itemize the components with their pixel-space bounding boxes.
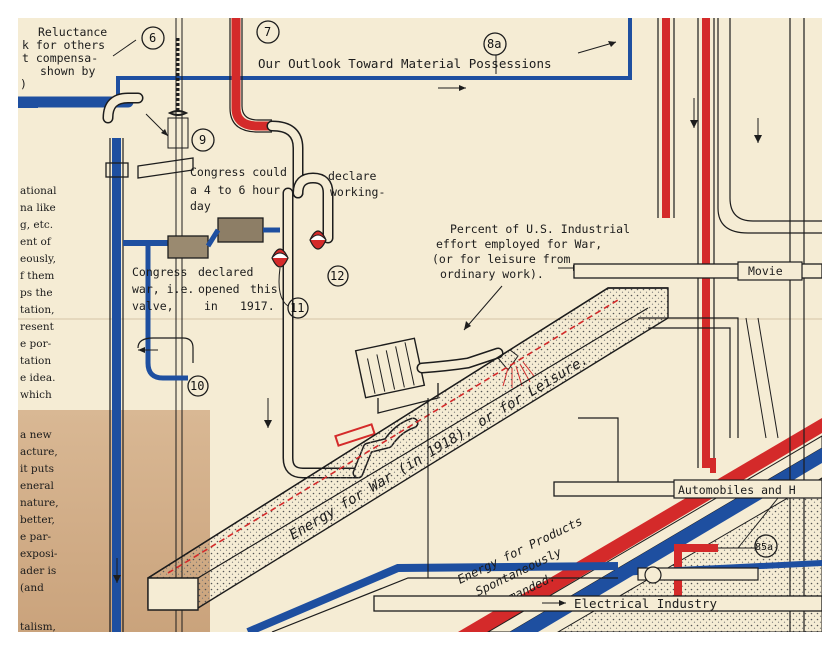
congress-could-line-2: a 4 to 6 hour	[190, 183, 280, 197]
side-line-8: tation,	[20, 304, 54, 316]
side-line-18: nature,	[20, 497, 59, 509]
reluctance-line-1: Reluctance	[38, 25, 107, 39]
spring-valve-9: 9 6	[137, 26, 215, 179]
side-text-column: ational na like g, etc. ent of eously, f…	[20, 185, 59, 632]
automobiles-pipe: Automobiles and H	[553, 479, 822, 549]
side-line-23: (and	[20, 582, 44, 594]
electrical-label: Electrical Industry	[574, 596, 717, 611]
automobiles-label: Automobiles and H	[678, 483, 796, 497]
side-line-20: e par-	[20, 531, 52, 543]
war-valve: 10	[123, 217, 280, 397]
side-line-13: which	[20, 389, 52, 401]
side-line-12: e idea.	[20, 372, 55, 384]
label-8a-circle	[483, 32, 507, 56]
side-line-6: f them	[20, 270, 54, 282]
percent-line-3: (or for leisure from	[432, 252, 571, 266]
label-10: 10	[190, 379, 204, 393]
side-line-9: resent	[20, 321, 55, 333]
label-6: 6	[149, 31, 156, 45]
percent-line-4: ordinary work).	[440, 267, 544, 281]
label-9: 9	[199, 133, 206, 147]
side-line-17: eneral	[20, 480, 54, 492]
congress-could-note: Congress could a 4 to 6 hour day declare…	[190, 165, 385, 213]
side-line-3: g, etc.	[20, 219, 53, 231]
side-line-10: e por-	[20, 338, 52, 350]
side-line-22: ader is	[20, 565, 56, 577]
label-12: 12	[330, 269, 344, 283]
congress-could-line-4: declare	[328, 169, 377, 183]
red-pipe-7: 7	[229, 18, 364, 479]
percent-line-2: effort employed for War,	[436, 237, 602, 251]
movie-pipe: Movie	[573, 261, 822, 281]
reluctance-line-3: t compensa-	[22, 51, 98, 65]
side-line-1: ational	[20, 185, 57, 197]
percent-note: Percent of U.S. Industrial effort employ…	[432, 222, 630, 331]
side-line-16: it puts	[20, 463, 54, 475]
side-line-24: talism,	[20, 621, 56, 632]
declared-1: Congress	[132, 265, 187, 279]
outlook-pipe: Our Outlook Toward Material Possessions …	[18, 18, 632, 108]
side-line-11: tation	[20, 355, 51, 367]
declared-7: in	[204, 299, 218, 313]
reluctance-line-5: )	[20, 77, 27, 91]
declared-3: war, i.e.	[132, 282, 194, 296]
side-line-15: acture,	[20, 446, 58, 458]
declared-5: this	[250, 282, 278, 296]
congress-could-line-3: day	[190, 199, 211, 213]
declared-4: opened	[198, 282, 240, 296]
left-pipes	[102, 18, 183, 632]
pipe-diagram: Our Outlook Toward Material Possessions …	[18, 18, 822, 632]
label-11: 11	[290, 301, 304, 315]
congress-declared-note: Congress declared war, i.e. opened this …	[132, 265, 278, 313]
side-line-4: ent of	[20, 236, 52, 248]
declared-8: 1917.	[240, 299, 275, 313]
trough-label: Energy for War (in 1918), or for Leisure…	[287, 352, 591, 544]
label-8a: 8a	[487, 37, 501, 51]
declared-2: declared	[198, 265, 253, 279]
right-pipes	[638, 18, 822, 632]
movie-label: Movie	[748, 264, 783, 278]
side-line-19: better,	[20, 514, 55, 526]
side-line-14: a new	[20, 429, 52, 441]
percent-line-1: Percent of U.S. Industrial	[450, 222, 630, 236]
electrical-pipe: Electrical Industry	[373, 595, 822, 612]
reluctance-line-4: shown by	[40, 64, 95, 78]
valves-11-12: 11 12	[271, 230, 349, 319]
side-line-5: eously,	[20, 253, 56, 265]
paper-fold	[18, 318, 822, 320]
scanned-diagram: Our Outlook Toward Material Possessions …	[18, 18, 822, 632]
congress-could-line-1: Congress could	[190, 165, 287, 179]
side-line-21: exposi-	[20, 548, 58, 560]
pipe-85a: 85a	[617, 534, 822, 598]
label-7: 7	[264, 25, 271, 39]
outlook-title: Our Outlook Toward Material Possessions	[258, 56, 552, 71]
congress-could-line-5: working-	[330, 185, 385, 199]
declared-6: valve,	[132, 299, 174, 313]
reluctance-line-2: k for others	[22, 38, 105, 52]
reluctance-note: Reluctance k for others t compensa- show…	[20, 25, 137, 91]
side-line-7: ps the	[20, 287, 53, 299]
label-85a: 85a	[755, 542, 773, 553]
side-line-2: na like	[20, 202, 56, 214]
